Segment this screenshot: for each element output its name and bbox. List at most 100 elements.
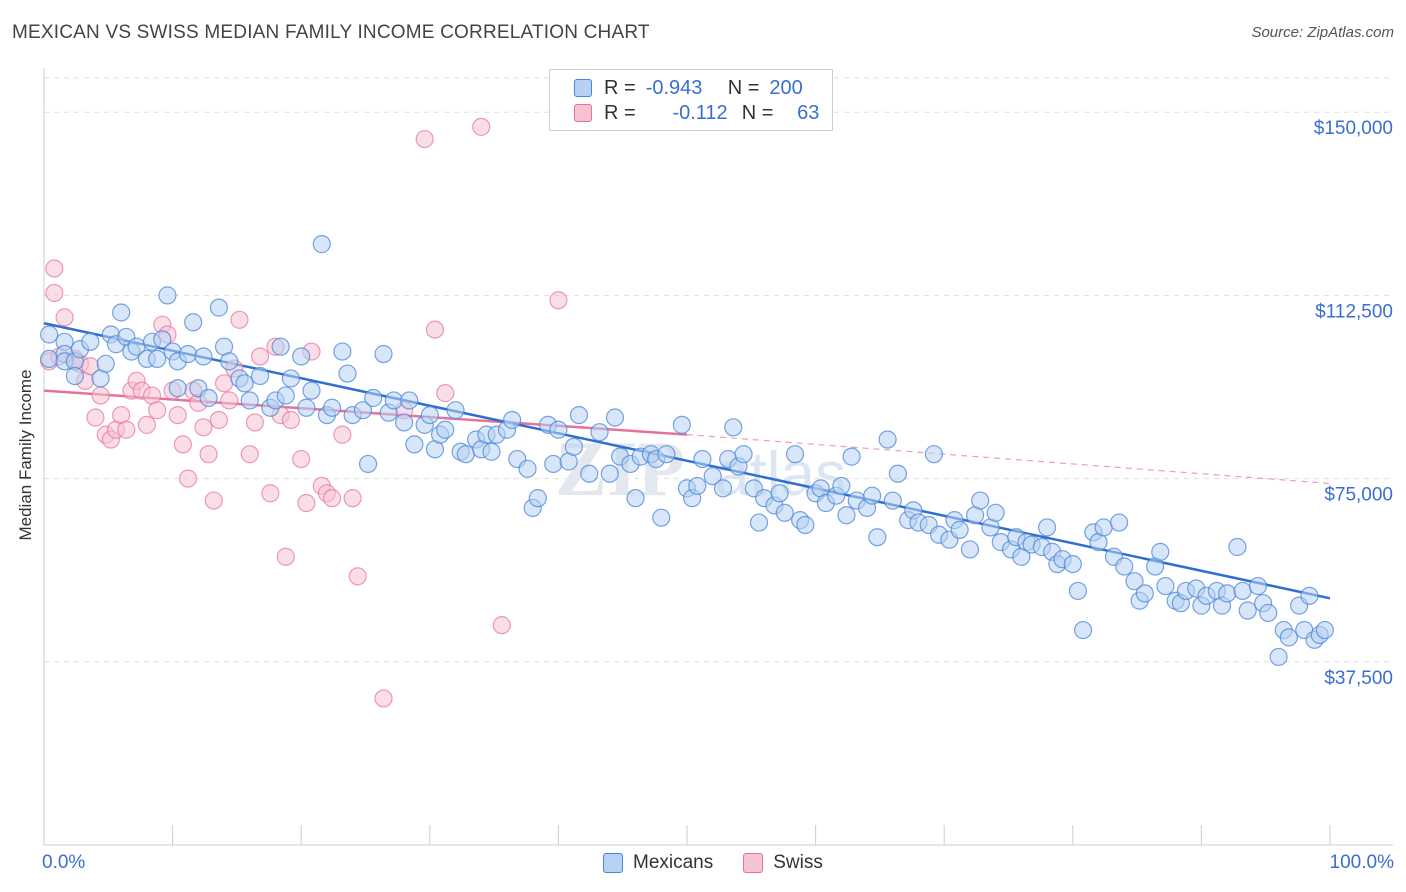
point-swiss	[230, 310, 249, 329]
point-mexicans	[986, 503, 1005, 522]
legend-r-value-swiss: -0.112	[672, 101, 728, 124]
legend-swatch-swiss	[574, 104, 592, 122]
point-mexicans	[832, 476, 851, 496]
point-mexicans	[1151, 542, 1170, 561]
point-mexicans	[312, 235, 331, 254]
point-mexicans	[796, 515, 815, 535]
grid-lines	[44, 77, 1393, 663]
point-swiss	[425, 320, 445, 339]
point-mexicans	[1228, 537, 1247, 557]
point-swiss	[86, 408, 105, 427]
point-mexicans	[148, 349, 167, 369]
point-mexicans	[338, 364, 357, 383]
legend-swatch-mexicans	[603, 853, 623, 873]
point-mexicans	[1125, 572, 1144, 591]
point-mexicans	[672, 415, 691, 434]
point-swiss	[240, 445, 259, 464]
series-mexicans	[40, 235, 1334, 667]
point-mexicans	[333, 342, 352, 361]
point-mexicans	[112, 303, 131, 322]
point-swiss	[55, 308, 74, 327]
legend-item-mexicans[interactable]: Mexicans	[603, 852, 713, 874]
point-mexicans	[281, 369, 301, 388]
point-mexicans	[235, 374, 254, 393]
point-mexicans	[775, 503, 794, 522]
point-mexicans	[240, 391, 259, 410]
point-mexicans	[81, 332, 100, 351]
point-mexicans	[271, 337, 290, 356]
point-swiss	[374, 689, 393, 708]
point-mexicans	[605, 408, 625, 427]
point-mexicans	[863, 486, 882, 505]
point-swiss	[415, 129, 434, 149]
point-mexicans	[528, 489, 547, 508]
point-mexicans	[950, 520, 969, 539]
point-mexicans	[657, 445, 676, 464]
point-mexicans	[749, 513, 769, 532]
point-mexicans	[770, 484, 789, 503]
point-swiss	[261, 484, 280, 503]
legend-r-value-mexicans: -0.943	[645, 76, 703, 99]
point-mexicans	[456, 445, 475, 464]
point-mexicans	[276, 386, 295, 405]
legend-r-label: R =	[604, 101, 636, 124]
point-mexicans	[322, 398, 342, 417]
point-swiss	[348, 567, 367, 586]
point-mexicans	[194, 347, 213, 366]
point-mexicans	[40, 325, 59, 344]
legend-label-swiss: Swiss	[773, 852, 823, 873]
point-mexicans	[1238, 601, 1257, 620]
point-swiss	[91, 386, 110, 405]
point-mexicans	[358, 454, 378, 474]
point-swiss	[45, 259, 64, 278]
point-mexicans	[1279, 628, 1298, 647]
point-mexicans	[564, 437, 583, 456]
point-mexicans	[436, 420, 455, 439]
point-mexicans	[96, 354, 115, 373]
point-mexicans	[302, 381, 321, 400]
legend-n-label: N =	[727, 76, 760, 99]
legend-label-mexicans: Mexicans	[633, 852, 714, 873]
point-mexicans	[1073, 620, 1093, 640]
point-swiss	[209, 410, 228, 430]
legend-n-label: N =	[741, 101, 774, 124]
point-mexicans	[353, 401, 373, 420]
point-mexicans	[297, 398, 316, 417]
point-mexicans	[971, 491, 990, 510]
point-swiss	[178, 469, 198, 488]
point-mexicans	[580, 464, 599, 483]
point-mexicans	[482, 442, 501, 461]
point-swiss	[276, 547, 295, 566]
point-swiss	[322, 489, 342, 508]
point-mexicans	[1269, 647, 1288, 667]
point-mexicans	[842, 447, 861, 466]
point-mexicans	[178, 344, 198, 364]
point-mexicans	[1156, 576, 1175, 596]
point-swiss	[492, 616, 511, 635]
point-mexicans	[734, 445, 753, 464]
y-tick-label: $112,500	[1315, 301, 1393, 322]
source-label: Source: ZipAtlas.com	[1251, 24, 1394, 41]
x-max-label: 100.0%	[1329, 852, 1394, 873]
point-mexicans	[1109, 513, 1129, 532]
point-mexicans	[1259, 603, 1278, 623]
point-mexicans	[703, 467, 722, 486]
point-swiss	[297, 493, 316, 513]
point-swiss	[194, 418, 213, 437]
point-swiss	[436, 384, 455, 403]
legend-swatch-mexicans	[574, 79, 592, 97]
point-mexicans	[883, 491, 902, 510]
point-mexicans	[1315, 620, 1334, 640]
legend-row-mexicans: R = -0.943 N = 200	[574, 76, 803, 100]
trend-swiss-dashed	[686, 434, 1331, 485]
y-tick-label: $75,000	[1324, 485, 1393, 506]
point-mexicans	[374, 344, 393, 364]
point-swiss	[343, 489, 362, 508]
point-swiss	[117, 420, 136, 439]
legend-item-swiss[interactable]: Swiss	[743, 852, 823, 874]
point-mexicans	[420, 405, 439, 425]
point-mexicans	[65, 366, 84, 386]
point-mexicans	[878, 430, 897, 449]
y-tick-label: $37,500	[1324, 668, 1393, 689]
